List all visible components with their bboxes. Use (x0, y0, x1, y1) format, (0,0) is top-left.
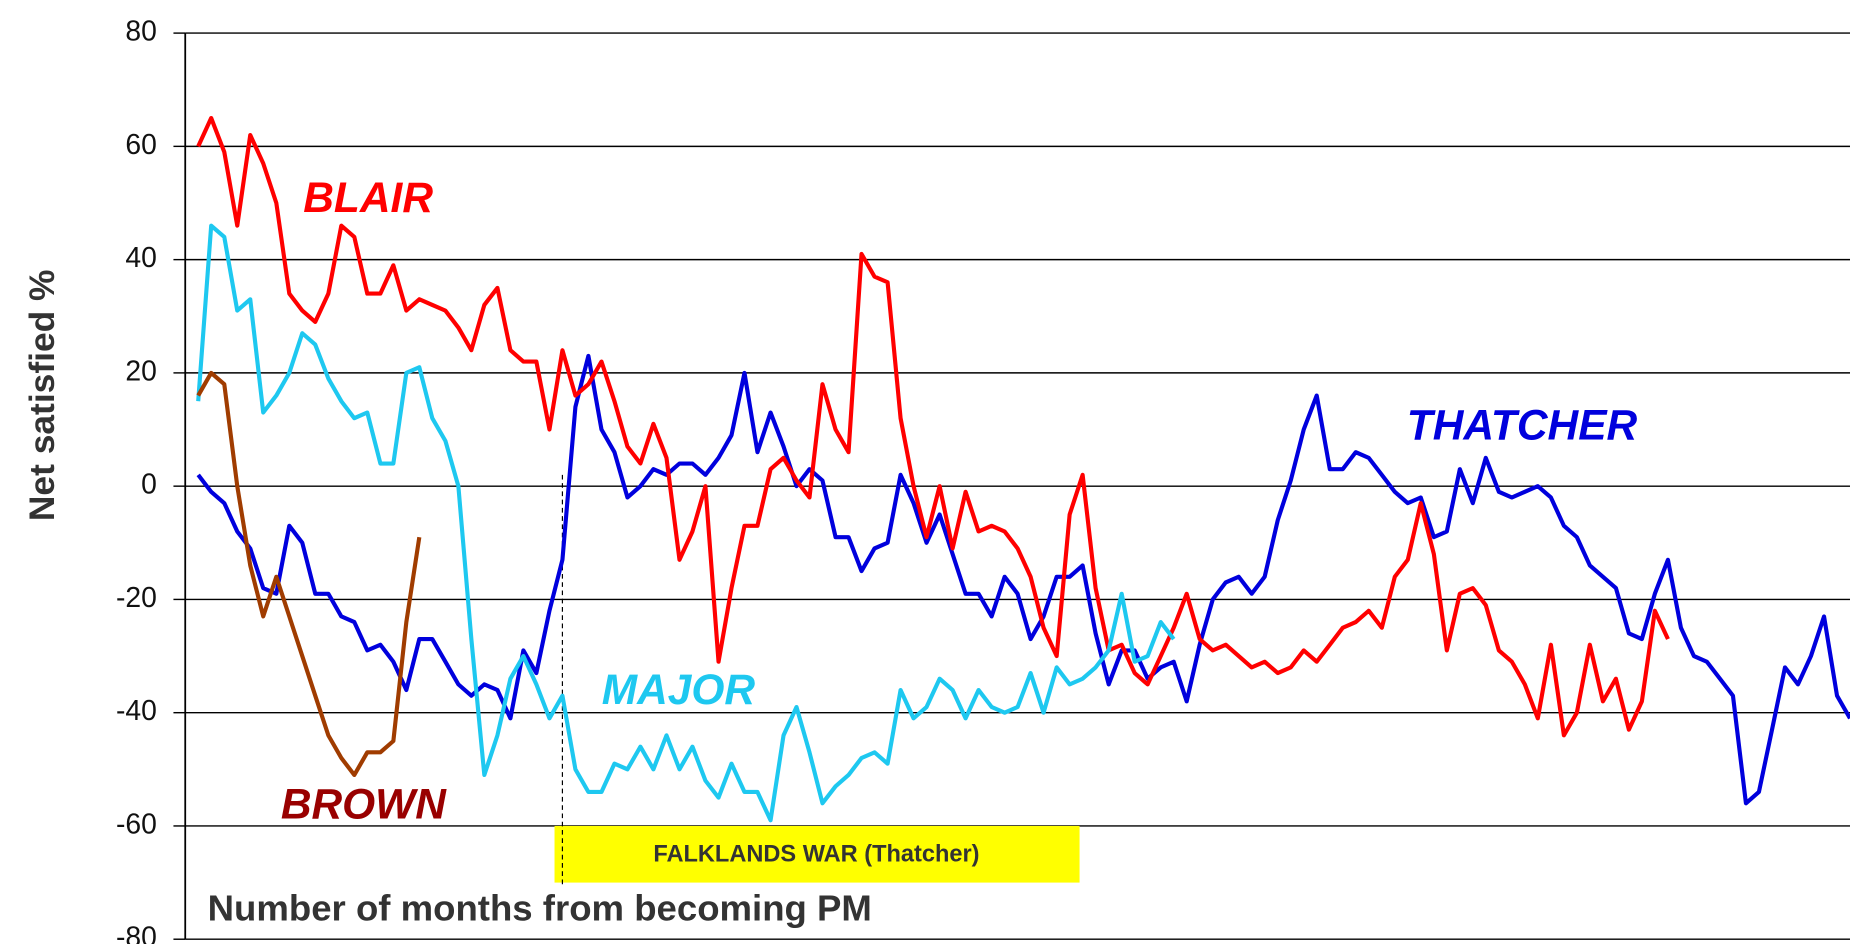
y-tick-label: -40 (116, 694, 157, 726)
y-tick-label: 0 (141, 468, 157, 500)
series-label: BROWN (281, 780, 447, 827)
y-tick-label: 40 (125, 241, 156, 273)
y-tick-label: 80 (125, 15, 156, 47)
series-line (196, 353, 1850, 806)
series-line (196, 370, 422, 778)
series-label: BLAIR (303, 174, 433, 221)
y-tick-label: -60 (116, 807, 157, 839)
x-axis-label: Number of months from becoming PM (208, 888, 872, 929)
annotation-box (554, 825, 1080, 883)
series-line (196, 115, 1670, 738)
y-axis-label: Net satisfied % (23, 269, 62, 521)
series-label: MAJOR (602, 666, 756, 713)
y-tick-label: -20 (116, 581, 157, 613)
y-tick-label: 60 (125, 128, 156, 160)
annotation-text: FALKLANDS WAR (Thatcher) (653, 841, 979, 867)
y-tick-label: -80 (116, 921, 157, 944)
y-tick-label: 20 (125, 354, 156, 386)
series-line (196, 223, 1176, 823)
series-label: THATCHER (1407, 402, 1638, 449)
